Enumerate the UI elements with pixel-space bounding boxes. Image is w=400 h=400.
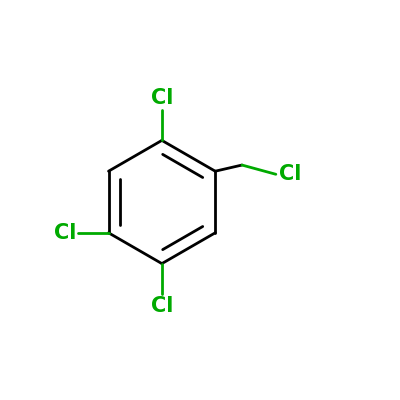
Text: Cl: Cl: [279, 164, 301, 184]
Text: Cl: Cl: [151, 296, 173, 316]
Text: Cl: Cl: [151, 88, 173, 108]
Text: Cl: Cl: [54, 223, 76, 243]
